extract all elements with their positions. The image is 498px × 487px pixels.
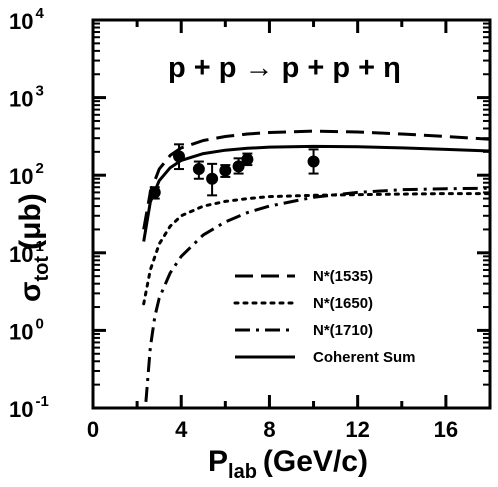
- y-tick-label: 10 4: [9, 5, 44, 34]
- x-axis-label-main: P: [208, 445, 228, 478]
- data-points: [148, 143, 320, 200]
- legend-label: N*(1535): [313, 268, 373, 285]
- legend-label: N*(1710): [313, 322, 373, 339]
- y-tick-label: 10 1: [9, 238, 44, 267]
- x-tick-label: 4: [175, 417, 188, 442]
- x-tick-label: 12: [345, 417, 369, 442]
- data-point: [192, 163, 205, 176]
- y-tick-label: 10 0: [9, 315, 44, 344]
- legend-label: N*(1650): [313, 295, 373, 312]
- x-tick-label: 16: [434, 417, 458, 442]
- plot-frame: [91, 18, 492, 410]
- legend-label: Coherent Sum: [313, 349, 416, 366]
- data-point: [307, 155, 320, 168]
- data-point: [148, 186, 161, 199]
- series-dotted-line: [142, 192, 492, 306]
- x-tick-label: 8: [263, 417, 275, 442]
- x-axis-label-sub: lab: [228, 461, 257, 483]
- y-tick-label: 10 3: [9, 83, 44, 112]
- x-axis-label-unit: (GeV/c): [263, 445, 368, 478]
- reaction-label: p + p → p + p + η: [168, 52, 401, 84]
- axis-ticks: [91, 18, 492, 410]
- series-solid-line: [142, 144, 491, 242]
- data-point: [241, 153, 254, 166]
- x-tick-label: 0: [87, 417, 99, 442]
- legend: N*(1535) N*(1650) N*(1710) Coherent Sum: [233, 268, 416, 366]
- y-tick-label: 10 2: [9, 160, 44, 189]
- series-dash-dot-line: [144, 186, 491, 403]
- y-axis-label-unit: (μb): [14, 193, 47, 250]
- data-point: [232, 160, 245, 173]
- y-axis-label: σtot (μb): [14, 193, 53, 302]
- y-tick-label: 10 -1: [9, 393, 49, 422]
- data-point: [219, 164, 232, 177]
- y-axis-label-main: σ: [14, 281, 47, 302]
- x-axis-label: Plab (GeV/c): [208, 445, 368, 483]
- data-point: [173, 150, 186, 163]
- y-axis-label-sub: tot: [31, 256, 53, 282]
- series-dashed-line: [142, 129, 491, 230]
- data-point: [206, 172, 219, 185]
- model-curves: [142, 129, 492, 403]
